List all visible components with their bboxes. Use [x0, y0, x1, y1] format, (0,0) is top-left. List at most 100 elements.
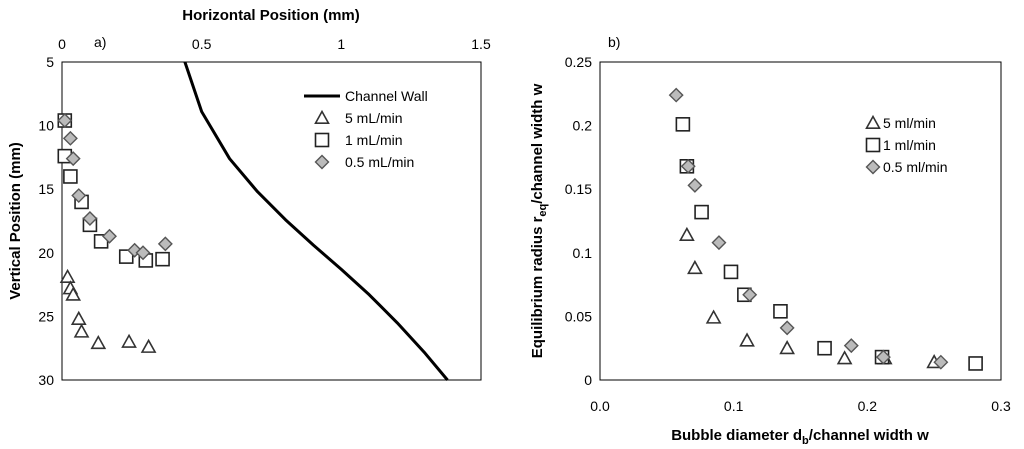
marks-a [57, 61, 449, 381]
y-ticks-a: 5 10 15 20 25 30 [38, 54, 54, 388]
y-tick-label-b: 0.1 [573, 245, 593, 261]
data-point-a-series-3 [82, 210, 98, 226]
x-tick-label-a: 0.5 [192, 36, 212, 52]
y-axis-title-b-rest: /channel width w [529, 83, 546, 203]
panel-a: Horizontal Position (mm) a) Vertical Pos… [7, 7, 491, 388]
y-tick-label-a: 25 [38, 308, 54, 324]
data-point-a-series-1 [65, 286, 82, 301]
legend-marker-b-1 [865, 137, 881, 153]
legend-marker-a-1 [314, 109, 330, 124]
data-point-a-series-1 [140, 338, 157, 353]
y-tick-label-b: 0.15 [565, 181, 592, 197]
data-point-b-series-1 [817, 340, 832, 356]
data-point-b-series-2 [779, 320, 795, 336]
x-axis-title-b: Bubble diameter db/channel width w [671, 427, 929, 447]
data-point-a-series-1 [90, 334, 107, 350]
marks-b [668, 87, 983, 371]
x-tick-label-b: 0.2 [858, 398, 878, 414]
data-point-b-series-0 [679, 226, 695, 241]
data-point-a-series-3 [71, 188, 87, 204]
data-point-b-series-2 [680, 158, 696, 174]
legend-a: Channel Wall 5 mL/min 1 mL/min 0.5 mL/mi… [304, 88, 428, 170]
x-tick-label-b: 0.3 [991, 398, 1011, 414]
legend-swatch-0.5ml-b [865, 159, 881, 175]
data-point-a-series-2 [155, 251, 170, 267]
x-axis-title-a: Horizontal Position (mm) [182, 7, 360, 24]
data-point-a-series-3 [135, 245, 151, 261]
legend-marker-b-2 [865, 159, 881, 175]
legend-label-1ml-b: 1 ml/min [883, 137, 936, 153]
y-tick-label-a: 10 [38, 118, 54, 134]
legend-swatch-1ml [314, 132, 330, 148]
legend-swatch-1ml-b [865, 137, 881, 153]
data-point-b-series-0 [687, 259, 703, 275]
data-point-b-series-2 [843, 338, 859, 354]
legend-label-5ml-b: 5 ml/min [883, 115, 936, 131]
data-point-a-series-1 [73, 323, 90, 338]
data-point-b-series-2 [742, 287, 758, 303]
data-point-a-series-1 [59, 268, 76, 283]
legend-b: 5 ml/min 1 ml/min 0.5 ml/min [865, 114, 948, 175]
x-axis-title-b-main: Bubble diameter d [671, 427, 802, 444]
x-tick-label-b: 0.0 [590, 398, 610, 414]
data-point-b-series-0 [739, 332, 755, 347]
data-point-b-series-2 [875, 349, 891, 365]
y-tick-label-a: 15 [38, 181, 54, 197]
data-point-a-series-3 [157, 236, 173, 252]
legend-label-1ml: 1 mL/min [345, 132, 403, 148]
data-point-a-series-3 [57, 113, 73, 129]
y-tick-label-a: 5 [46, 54, 54, 70]
legend-swatch-0.5ml [314, 154, 330, 170]
data-point-a-series-3 [101, 228, 117, 244]
x-tick-label-a: 1.5 [471, 36, 491, 52]
y-axis-title-b-sub: eq [537, 204, 549, 217]
channel-wall-line [183, 61, 449, 381]
data-point-b-series-1 [968, 356, 983, 371]
data-point-b-series-2 [933, 354, 949, 370]
panel-label-b: b) [608, 34, 620, 50]
legend-marker-a-3 [314, 154, 330, 170]
legend-marker-a-2 [314, 132, 330, 148]
plot-area-b [599, 61, 1002, 381]
y-tick-label-b: 0.05 [565, 308, 592, 324]
plot-area-a [61, 61, 482, 381]
data-point-b-series-1 [723, 264, 739, 280]
legend-label-5ml: 5 mL/min [345, 110, 403, 126]
y-tick-label-b: 0.2 [573, 118, 593, 134]
data-point-a-series-3 [65, 151, 81, 167]
y-axis-title-b: Equilibrium radius req/channel width w [529, 83, 549, 358]
legend-swatch-5ml-b [865, 114, 881, 129]
x-tick-label-a: 0 [58, 36, 66, 52]
data-point-b-series-1 [773, 304, 788, 319]
data-point-b-series-0 [836, 350, 853, 365]
panel-label-a: a) [94, 34, 106, 50]
x-tick-label-a: 1 [337, 36, 345, 52]
legend-label-0.5ml: 0.5 mL/min [345, 154, 414, 170]
y-axis-title-b-main: Equilibrium radius r [529, 216, 546, 358]
legend-label-channel-wall: Channel Wall [345, 88, 428, 104]
x-axis-title-b-sub: b [802, 435, 809, 447]
data-point-b-series-2 [668, 87, 684, 103]
data-point-a-series-3 [127, 242, 143, 258]
x-ticks-b: 0.0 0.1 0.2 0.3 [590, 398, 1011, 414]
data-point-a-series-2 [63, 169, 78, 184]
data-point-b-series-0 [705, 309, 722, 324]
x-axis-title-b-rest: /channel width w [809, 427, 929, 444]
data-point-b-series-1 [675, 117, 691, 132]
data-point-a-series-1 [70, 310, 87, 325]
data-point-a-series-2 [118, 249, 134, 264]
y-tick-label-a: 20 [38, 245, 54, 261]
panel-b: b) Bubble diameter db/channel width w Eq… [529, 34, 1011, 447]
data-point-b-series-0 [779, 340, 795, 355]
legend-label-0.5ml-b: 0.5 ml/min [883, 159, 948, 175]
data-point-a-series-1 [121, 333, 137, 348]
y-axis-title-a: Vertical Position (mm) [7, 142, 24, 300]
y-tick-label-b: 0.25 [565, 54, 592, 70]
x-tick-label-b: 0.1 [724, 398, 744, 414]
y-ticks-b: 0 0.05 0.1 0.15 0.2 0.25 [565, 54, 592, 388]
data-point-b-series-2 [687, 177, 703, 193]
x-ticks-a: 0 0.5 1 1.5 [58, 36, 491, 52]
y-tick-label-b: 0 [584, 372, 592, 388]
data-point-b-series-2 [711, 235, 727, 251]
